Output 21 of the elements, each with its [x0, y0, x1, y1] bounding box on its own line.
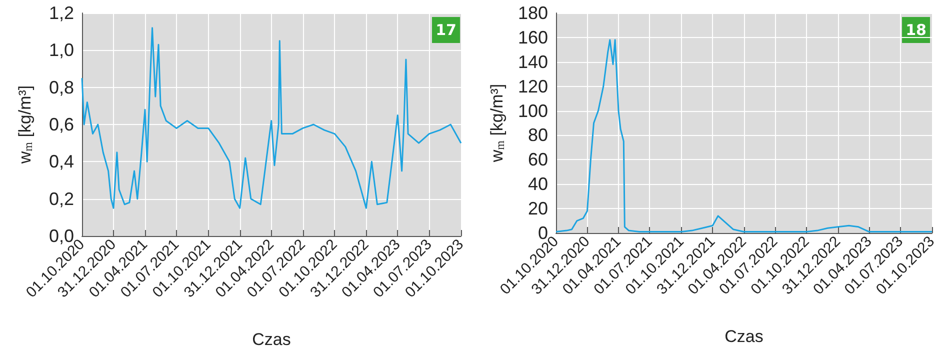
- y-tick-label: 0,6: [48, 114, 74, 134]
- y-tick-label: 0,2: [48, 188, 74, 209]
- y-axis-title: wm [kg/m³]: [488, 84, 507, 164]
- y-tick-label: 60: [528, 150, 548, 170]
- y-tick-label: 180: [518, 3, 548, 23]
- y-tick-label: 0,8: [48, 77, 74, 98]
- y-tick-label: 20: [528, 198, 548, 219]
- y-tick-label: 160: [518, 27, 548, 48]
- x-axis-title: Czas: [724, 327, 764, 346]
- y-tick-label: 120: [518, 76, 548, 96]
- annotation: 17: [436, 21, 456, 39]
- y-tick-label: 0,4: [48, 152, 74, 172]
- y-tick-label: 80: [528, 125, 548, 146]
- y-tick-label: 1,0: [48, 40, 74, 60]
- annotation: 18: [906, 21, 926, 39]
- y-tick-label: 100: [518, 100, 548, 121]
- x-axis-title: Czas: [252, 330, 291, 349]
- y-axis-title: wm [kg/m³]: [16, 85, 35, 165]
- y-tick-label: 1,2: [48, 3, 74, 23]
- y-tick-label: 40: [528, 174, 548, 194]
- y-tick-label: 140: [518, 52, 548, 72]
